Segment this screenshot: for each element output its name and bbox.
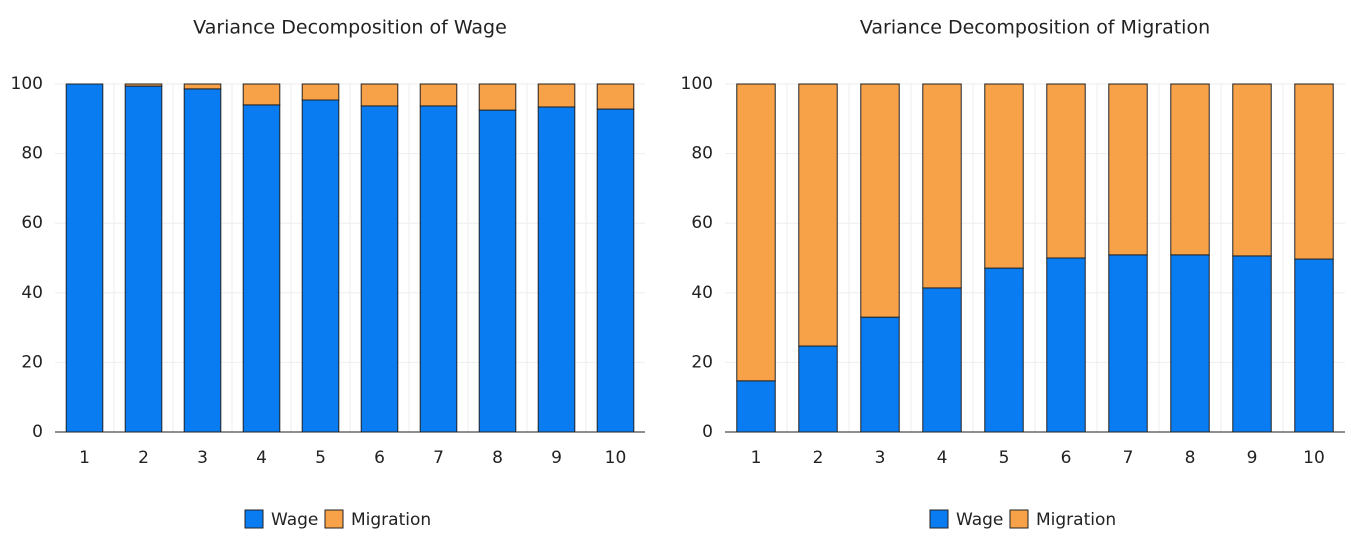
bar-segment <box>984 83 1024 269</box>
x-tick-label: 5 <box>999 448 1010 468</box>
y-tick-label: 60 <box>21 213 43 233</box>
y-tick-label: 40 <box>691 283 713 303</box>
chart-title: Variance Decomposition of Migration <box>860 17 1210 39</box>
bar-segment <box>183 83 222 90</box>
x-tick-label: 10 <box>605 448 627 468</box>
bar-segment <box>1232 255 1272 433</box>
bar-segment <box>1108 83 1148 256</box>
bar-segment <box>798 345 838 433</box>
bar-segment <box>860 316 900 433</box>
x-tick-label: 5 <box>315 448 326 468</box>
bar-segment <box>301 99 340 433</box>
y-tick-label: 20 <box>21 352 43 372</box>
bar-segment <box>124 85 163 433</box>
chart-title: Variance Decomposition of Wage <box>193 17 507 39</box>
legend-label: Wage <box>956 510 1003 530</box>
bar-segment <box>242 104 281 433</box>
bar-segment <box>65 83 104 433</box>
legend-swatch <box>324 509 344 529</box>
bar-segment <box>596 83 635 110</box>
x-tick-label: 8 <box>1185 448 1196 468</box>
legend-label: Migration <box>351 510 431 530</box>
y-tick-label: 100 <box>11 74 43 94</box>
x-tick-label: 1 <box>79 448 90 468</box>
bar-segment <box>419 105 458 433</box>
bar-segment <box>1232 83 1272 257</box>
bar-segment <box>798 83 838 347</box>
legend-label: Migration <box>1036 510 1116 530</box>
x-tick-label: 1 <box>751 448 762 468</box>
bar-segment <box>360 105 399 433</box>
x-tick-label: 7 <box>1123 448 1134 468</box>
bar-segment <box>1294 258 1334 433</box>
y-tick-label: 40 <box>21 283 43 303</box>
x-tick-label: 6 <box>1061 448 1072 468</box>
bar-segment <box>1170 83 1210 256</box>
bar-segment <box>419 83 458 107</box>
x-tick-label: 4 <box>256 448 267 468</box>
bar-segment <box>1170 254 1210 433</box>
bar-segment <box>183 88 222 433</box>
y-tick-label: 60 <box>691 213 713 233</box>
y-tick-label: 80 <box>21 144 43 164</box>
bar-segment <box>537 83 576 108</box>
x-tick-label: 9 <box>1247 448 1258 468</box>
y-tick-label: 80 <box>691 144 713 164</box>
y-tick-label: 100 <box>681 74 713 94</box>
bar-segment <box>1294 83 1334 260</box>
y-tick-label: 20 <box>691 352 713 372</box>
x-tick-label: 7 <box>433 448 444 468</box>
x-tick-label: 4 <box>937 448 948 468</box>
x-tick-label: 9 <box>551 448 562 468</box>
x-tick-label: 2 <box>813 448 824 468</box>
bar-segment <box>736 380 776 433</box>
bar-segment <box>242 83 281 106</box>
bar-segment <box>860 83 900 318</box>
bar-segment <box>736 83 776 382</box>
x-tick-label: 10 <box>1303 448 1325 468</box>
bar-segment <box>1046 257 1086 433</box>
y-tick-label: 0 <box>702 422 713 442</box>
bar-segment <box>360 83 399 107</box>
x-tick-label: 8 <box>492 448 503 468</box>
x-tick-label: 3 <box>875 448 886 468</box>
bar-segment <box>596 108 635 433</box>
legend-swatch <box>929 509 949 529</box>
x-tick-label: 3 <box>197 448 208 468</box>
bar-segment <box>478 83 517 111</box>
x-tick-label: 6 <box>374 448 385 468</box>
legend-swatch <box>244 509 264 529</box>
bar-segment <box>478 109 517 433</box>
bar-segment <box>984 267 1024 433</box>
bar-segment <box>922 83 962 289</box>
bar-segment <box>124 83 163 87</box>
bar-segment <box>537 106 576 433</box>
x-tick-label: 2 <box>138 448 149 468</box>
legend-label: Wage <box>271 510 318 530</box>
bar-segment <box>1046 83 1086 259</box>
bar-segment <box>1108 254 1148 433</box>
legend-swatch <box>1009 509 1029 529</box>
bar-segment <box>301 83 340 101</box>
bar-segment <box>922 287 962 433</box>
y-tick-label: 0 <box>32 422 43 442</box>
